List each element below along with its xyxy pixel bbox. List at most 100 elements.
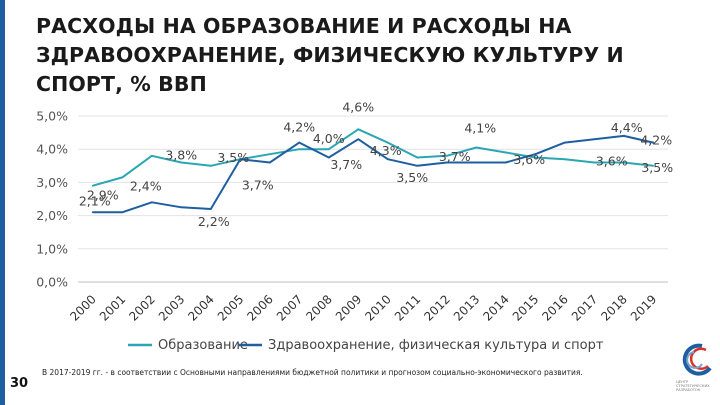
data-point — [268, 153, 271, 156]
legend-label: Образование — [158, 338, 248, 353]
legend: Образование Здравоохранение, физическая к… — [128, 338, 604, 353]
data-point — [475, 161, 478, 164]
data-point — [386, 158, 389, 161]
x-tick-label: 2009 — [333, 292, 364, 323]
logo-caption: ЦЕНТР СТРАТЕГИЧЕСКИХ РАЗРАБОТОК — [676, 380, 710, 393]
data-label: 3,7% — [242, 177, 274, 192]
data-point — [327, 148, 330, 151]
data-label: 4,6% — [342, 99, 374, 114]
data-point — [239, 158, 242, 161]
y-tick-label: 3,0% — [36, 175, 68, 190]
data-point — [209, 164, 212, 167]
data-label: 3,8% — [165, 147, 197, 162]
x-tick-label: 2001 — [97, 292, 128, 323]
data-point — [386, 141, 389, 144]
data-point — [563, 141, 566, 144]
data-point — [357, 138, 360, 141]
data-point — [504, 161, 507, 164]
data-point — [652, 141, 655, 144]
data-label: 4,2% — [640, 133, 672, 148]
data-point — [563, 158, 566, 161]
data-point — [298, 148, 301, 151]
data-label: 4,0% — [313, 131, 345, 146]
y-tick-label: 1,0% — [36, 241, 68, 256]
x-tick-label: 2000 — [67, 292, 98, 323]
y-tick-label: 2,0% — [36, 208, 68, 223]
data-label: 3,7% — [330, 157, 362, 172]
y-tick-label: 4,0% — [36, 142, 68, 157]
data-point — [121, 176, 124, 179]
data-point — [534, 153, 537, 156]
x-tick-label: 2015 — [510, 292, 541, 323]
data-labels: 2,9%2,1%2,4%3,8%2,2%3,5%3,7%4,2%4,0%3,7%… — [79, 99, 673, 229]
data-point — [209, 208, 212, 210]
x-tick-label: 2007 — [274, 292, 305, 323]
data-label: 3,6% — [596, 153, 628, 168]
x-tick-label: 2005 — [215, 292, 246, 323]
data-point — [593, 138, 596, 141]
data-point — [652, 164, 655, 167]
x-axis-ticks: 2000200120022003200420052006200720082009… — [67, 292, 659, 323]
x-tick-label: 2002 — [126, 292, 157, 323]
data-label: 4,2% — [283, 120, 315, 135]
page-number: 30 — [10, 376, 29, 391]
csr-logo-icon — [682, 343, 712, 376]
series-line — [92, 128, 654, 187]
data-label: 2,4% — [130, 178, 162, 193]
x-tick-label: 2008 — [303, 292, 334, 323]
data-label: 2,9% — [87, 188, 119, 203]
y-axis-ticks: 0,0% 1,0% 2,0% 3,0% 4,0% 5,0% — [36, 109, 68, 290]
data-point — [445, 161, 448, 164]
data-label: 3,5% — [217, 150, 249, 165]
data-point — [593, 161, 596, 164]
data-point — [91, 211, 94, 214]
data-point — [622, 161, 625, 164]
x-tick-label: 2012 — [421, 292, 452, 323]
page-title: РАСХОДЫ НА ОБРАЗОВАНИЕ И РАСХОДЫ НА ЗДРА… — [36, 14, 624, 96]
x-tick-label: 2011 — [392, 292, 423, 323]
data-label: 3,6% — [513, 152, 545, 167]
x-tick-label: 2010 — [362, 292, 393, 323]
data-point — [445, 154, 448, 157]
data-label: 4,1% — [464, 121, 496, 136]
data-point — [150, 154, 153, 157]
series-line — [92, 134, 654, 214]
data-label: 4,3% — [370, 143, 402, 158]
data-label: 4,4% — [611, 120, 643, 135]
data-point — [504, 151, 507, 154]
data-label: 3,5% — [396, 170, 428, 185]
x-tick-label: 2003 — [156, 292, 187, 323]
data-point — [416, 156, 419, 159]
data-label: 2,2% — [198, 214, 230, 229]
y-tick-label: 5,0% — [36, 109, 68, 124]
x-tick-label: 2013 — [451, 292, 482, 323]
data-point — [150, 201, 153, 204]
data-point — [622, 135, 625, 137]
x-tick-label: 2016 — [539, 292, 570, 323]
x-tick-label: 2017 — [569, 292, 600, 323]
data-point — [475, 146, 478, 149]
data-label: 3,5% — [641, 160, 673, 175]
data-point — [180, 161, 183, 164]
data-point — [298, 141, 301, 144]
data-point — [180, 206, 183, 209]
data-label: 2,1% — [79, 193, 111, 208]
footnote: В 2017-2019 гг. - в соответствии с Основ… — [42, 368, 583, 377]
data-point — [268, 161, 271, 164]
left-accent-bar — [0, 0, 5, 405]
x-tick-label: 2018 — [598, 292, 629, 323]
data-point — [534, 156, 537, 159]
data-point — [327, 156, 330, 159]
legend-label: Здравоохранение, физическая культура и с… — [268, 338, 604, 353]
data-point — [91, 184, 94, 187]
data-label: 3,7% — [439, 149, 471, 164]
y-tick-label: 0,0% — [36, 275, 68, 290]
data-point — [121, 211, 124, 214]
x-tick-label: 2019 — [628, 292, 659, 323]
data-point — [357, 128, 360, 131]
series-lines — [91, 128, 655, 214]
x-tick-label: 2004 — [185, 292, 216, 323]
x-tick-label: 2006 — [244, 292, 275, 323]
data-point — [416, 164, 419, 167]
